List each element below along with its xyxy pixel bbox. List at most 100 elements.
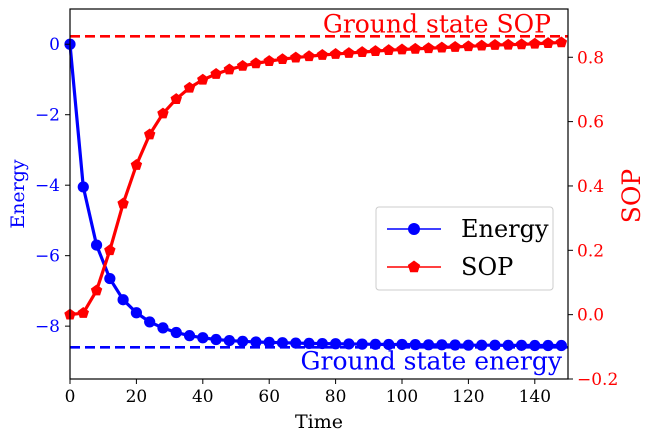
data-point-energy [343, 338, 355, 350]
x-tick-label: 20 [126, 387, 148, 407]
data-point-energy [263, 336, 275, 348]
data-point-energy [383, 338, 395, 351]
right-axis-label: SOP [617, 169, 646, 223]
data-point-sop [529, 37, 541, 49]
data-point-energy [555, 339, 567, 352]
x-tick-label: 80 [325, 387, 347, 407]
data-point-energy [542, 339, 554, 352]
legend-marker-sop [407, 260, 421, 273]
x-tick-label: 60 [258, 387, 280, 407]
data-point-energy [489, 339, 501, 351]
data-point-energy [502, 339, 514, 351]
data-point-sop [157, 107, 169, 119]
x-tick-label: 120 [452, 387, 484, 407]
data-point-sop [343, 47, 355, 58]
data-point-sop [449, 40, 461, 52]
right-tick-label: 0.0 [577, 306, 604, 326]
x-tick-label: 100 [386, 387, 418, 407]
data-point-sop [316, 49, 329, 60]
data-point-sop [555, 36, 568, 48]
data-point-energy [276, 337, 289, 349]
data-point-energy [356, 338, 368, 350]
left-axis-ticks: 0 −2 −4 −6 −8 [35, 35, 70, 337]
left-tick-label: −8 [35, 317, 60, 337]
data-point-energy [197, 332, 209, 344]
x-axis-ticks: 0 20 40 60 80 100 120 140 [65, 379, 551, 407]
data-point-sop [383, 44, 395, 56]
data-point-energy [237, 335, 249, 347]
data-point-sop [250, 57, 262, 69]
data-point-energy [183, 330, 196, 342]
x-axis-label: Time [295, 411, 343, 433]
data-point-sop [236, 59, 249, 71]
legend-box [375, 206, 554, 291]
data-point-sop [489, 39, 501, 50]
data-point-sop [290, 51, 302, 63]
data-point-energy [476, 339, 488, 351]
left-tick-label: 0 [49, 35, 60, 55]
data-point-sop [542, 37, 554, 48]
data-point-sop [369, 45, 382, 56]
data-point-sop [475, 39, 488, 51]
data-point-energy [515, 339, 528, 351]
left-tick-label: −2 [35, 106, 60, 126]
left-tick-label: −4 [35, 176, 60, 196]
data-point-energy [449, 339, 461, 351]
data-point-sop [276, 53, 289, 65]
data-point-energy [223, 334, 235, 347]
data-point-sop [502, 38, 514, 50]
data-point-energy [290, 337, 302, 349]
data-point-energy [396, 338, 408, 351]
reference-lines [70, 35, 568, 349]
right-tick-label: 0.8 [577, 48, 604, 68]
data-point-energy [77, 181, 89, 193]
data-point-sop [356, 46, 368, 57]
data-point-sop [130, 159, 143, 170]
x-tick-label: 40 [192, 387, 214, 407]
data-point-energy [316, 337, 328, 350]
data-point-energy [130, 307, 142, 319]
data-point-energy [303, 337, 315, 350]
data-point-energy [117, 294, 129, 306]
data-point-sop [90, 284, 103, 296]
legend-marker-energy [408, 223, 420, 235]
data-point-energy [90, 239, 103, 251]
legend: Energy SOP [375, 206, 554, 291]
data-point-sop [223, 63, 236, 75]
legend-label-energy: Energy [461, 215, 549, 243]
data-point-sop [303, 50, 315, 62]
right-tick-label: 0.6 [577, 113, 604, 133]
data-point-sop [436, 41, 448, 53]
data-point-energy [369, 338, 382, 350]
data-point-energy [157, 322, 169, 334]
ground-state-energy-label: Ground state energy [301, 346, 563, 375]
data-point-energy [330, 338, 342, 350]
series-layer [64, 36, 568, 352]
data-point-sop [329, 48, 342, 59]
right-axis-ticks: −0.2 0.0 0.2 0.4 0.6 0.8 [568, 48, 618, 390]
data-point-sop [515, 38, 528, 50]
data-point-energy [144, 316, 156, 328]
data-point-sop [183, 81, 196, 93]
data-point-energy [422, 339, 435, 351]
data-point-energy [409, 339, 421, 351]
plot-frame [69, 8, 569, 380]
data-point-sop [462, 40, 475, 52]
x-tick-label: 0 [65, 387, 76, 407]
data-point-sop [422, 42, 435, 54]
right-tick-label: −0.2 [577, 370, 618, 390]
left-axis-label: Energy [7, 159, 29, 229]
data-point-energy [104, 272, 116, 285]
data-point-sop [170, 93, 182, 104]
right-tick-label: 0.4 [577, 177, 604, 197]
data-point-sop [104, 244, 116, 256]
data-point-sop [143, 128, 156, 140]
legend-label-sop: SOP [461, 253, 513, 281]
data-point-sop [396, 43, 408, 55]
x-tick-label: 140 [519, 387, 551, 407]
data-point-sop [197, 73, 209, 85]
left-tick-label: −6 [35, 247, 60, 267]
data-point-sop [263, 55, 275, 66]
data-point-energy [170, 326, 182, 339]
